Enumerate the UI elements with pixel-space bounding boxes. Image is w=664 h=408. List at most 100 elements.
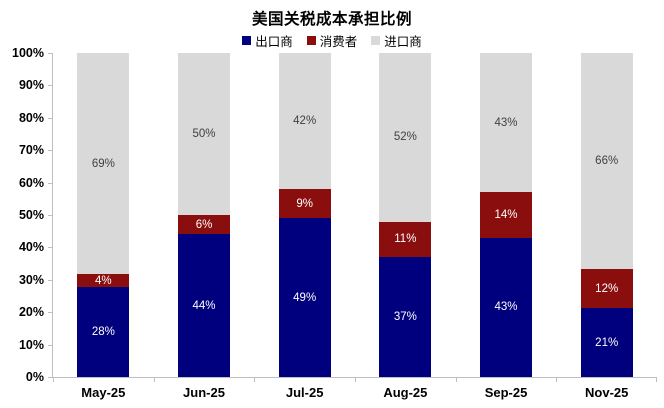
bar-segment-label: 69% xyxy=(91,157,115,170)
bar-segment: 42% xyxy=(278,53,331,190)
y-tick-mark xyxy=(48,215,52,216)
bar-slot: 37% 11% 52% xyxy=(355,53,456,377)
y-tick-label: 40% xyxy=(18,240,44,255)
bar-segment-label: 28% xyxy=(91,326,115,339)
bar-segment: 52% xyxy=(379,53,432,222)
x-axis-ticks xyxy=(53,378,657,382)
stacked-bar: 21% 12% 66% xyxy=(580,53,633,377)
bar-slot: 49% 9% 42% xyxy=(254,53,355,377)
x-tick-mark xyxy=(53,378,54,382)
legend-item-consumer: 消费者 xyxy=(306,31,358,50)
bar-segment-label: 43% xyxy=(494,116,518,129)
bar-segment-label: 50% xyxy=(192,128,216,141)
y-tick-label: 10% xyxy=(18,337,44,352)
legend-swatch-importer-icon xyxy=(371,36,381,45)
bar-slot: 21% 12% 66% xyxy=(556,53,657,377)
bar-segment: 12% xyxy=(580,269,633,309)
legend-swatch-exporter-icon xyxy=(242,36,252,45)
bar-segment: 37% xyxy=(379,257,432,377)
stacked-bar: 28% 4% 69% xyxy=(77,53,130,377)
x-tick-mark xyxy=(656,378,657,382)
bar-segment: 11% xyxy=(379,221,432,258)
bar-segment-label: 11% xyxy=(394,233,417,246)
bar-segment: 21% xyxy=(580,308,633,377)
y-tick-label: 70% xyxy=(18,143,44,158)
bar-segment: 28% xyxy=(77,287,130,377)
y-tick-label: 50% xyxy=(18,208,44,222)
y-tick-label: 20% xyxy=(18,305,44,320)
chart-title: 美国关税成本承担比例 xyxy=(251,11,412,28)
stacked-bar: 37% 11% 52% xyxy=(379,53,432,377)
bar-segment: 43% xyxy=(480,53,533,193)
stacked-bar: 44% 6% 50% xyxy=(178,53,230,377)
legend-label-importer: 进口商 xyxy=(384,35,422,49)
x-category-label: Sep-25 xyxy=(484,385,528,400)
bar-segment-label: 37% xyxy=(393,311,417,324)
x-tick-mark xyxy=(455,378,457,382)
bar-slot: 28% 4% 69% xyxy=(53,53,154,377)
bar-segment: 66% xyxy=(580,53,633,270)
y-tick-mark xyxy=(48,117,52,119)
y-tick-mark xyxy=(48,377,52,378)
stacked-bar: 49% 9% 42% xyxy=(278,53,331,377)
bar-segment-label: 66% xyxy=(595,155,619,168)
y-tick-mark xyxy=(48,182,52,184)
bar-segment-label: 4% xyxy=(95,274,112,287)
y-tick-mark xyxy=(48,312,52,314)
x-category-label: May-25 xyxy=(81,385,126,400)
y-tick-label: 30% xyxy=(18,272,44,287)
bar-segment: 9% xyxy=(278,189,331,219)
x-category-label: Aug-25 xyxy=(383,385,428,400)
x-tick-mark xyxy=(153,378,155,382)
bar-segment-label: 6% xyxy=(195,218,213,231)
bar-slot: 43% 14% 43% xyxy=(456,53,557,377)
y-tick-label: 0% xyxy=(25,370,44,384)
y-tick-mark xyxy=(48,279,52,281)
y-tick-label: 60% xyxy=(18,175,44,190)
bar-slot: 44% 6% 50% xyxy=(154,53,255,377)
legend-item-exporter: 出口商 xyxy=(242,31,293,50)
bars-container: 28% 4% 69% 44% 6% 50% 49% 9% 42% 37% 11% 52% 43% 14% 4… xyxy=(53,53,657,377)
legend-label-consumer: 消费者 xyxy=(319,35,358,49)
bar-segment: 14% xyxy=(480,192,533,238)
bar-segment-label: 42% xyxy=(293,115,317,128)
bar-segment-label: 14% xyxy=(494,209,518,221)
bar-segment: 4% xyxy=(77,274,130,288)
bar-segment-label: 21% xyxy=(595,336,619,349)
plot-area xyxy=(52,53,657,378)
y-tick-label: 90% xyxy=(18,78,44,93)
x-axis-labels: May-25 Jun-25 Jul-25 Aug-25 Sep-25 Nov-25 xyxy=(53,385,657,400)
stacked-bar: 43% 14% 43% xyxy=(480,53,533,377)
bar-segment: 44% xyxy=(178,234,230,377)
x-tick-mark xyxy=(556,378,558,382)
y-axis-labels: 100% 90% 80% 70% 60% 50% 40% 30% 20% 10% 0% xyxy=(0,46,44,384)
x-category-label: Jun-25 xyxy=(183,385,225,400)
legend-swatch-consumer-icon xyxy=(306,36,316,45)
bar-segment: 43% xyxy=(480,237,533,377)
bar-segment-label: 12% xyxy=(595,282,619,295)
bar-segment-label: 43% xyxy=(494,301,518,314)
x-category-label: Jul-25 xyxy=(285,385,324,400)
bar-segment-label: 49% xyxy=(293,291,317,304)
y-tick-mark xyxy=(48,53,52,54)
bar-segment: 6% xyxy=(178,215,230,235)
legend-label-exporter: 出口商 xyxy=(255,35,293,49)
bar-segment-label: 44% xyxy=(192,299,216,312)
y-tick-mark xyxy=(48,150,52,152)
bar-segment-label: 9% xyxy=(296,197,313,210)
bar-segment: 49% xyxy=(278,218,331,377)
legend-item-importer: 进口商 xyxy=(371,31,422,50)
chart-legend: 出口商 消费者 进口商 xyxy=(0,31,664,50)
y-tick-label: 100% xyxy=(12,46,44,60)
y-tick-mark xyxy=(48,247,52,249)
x-category-label: Nov-25 xyxy=(585,385,629,400)
y-tick-mark xyxy=(48,85,52,87)
y-axis-ticks xyxy=(48,53,52,378)
bar-segment-label: 52% xyxy=(393,131,417,144)
y-tick-mark xyxy=(48,344,52,346)
x-tick-mark xyxy=(254,378,256,382)
bar-segment: 69% xyxy=(77,53,130,275)
bar-segment: 50% xyxy=(178,53,230,216)
x-tick-mark xyxy=(355,378,356,382)
y-tick-label: 80% xyxy=(18,110,44,125)
